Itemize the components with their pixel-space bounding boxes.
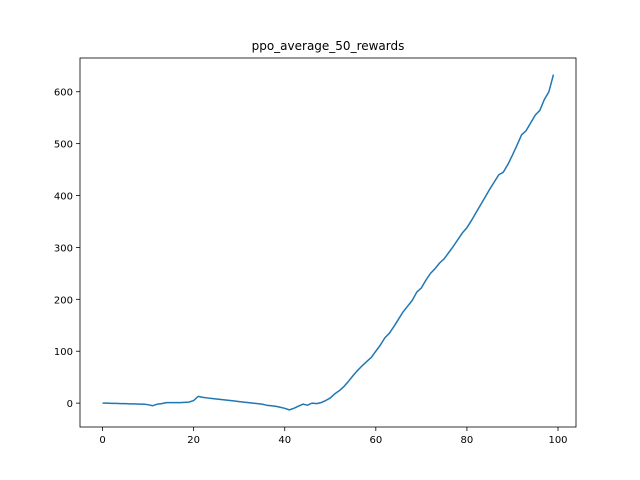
x-tick-label: 100 (548, 435, 567, 446)
y-tick-label: 500 (54, 140, 73, 151)
x-tick-label: 80 (461, 435, 474, 446)
y-tick-label: 200 (54, 295, 73, 306)
x-tick-label: 0 (99, 435, 105, 446)
chart-title: ppo_average_50_rewards (252, 39, 405, 53)
y-tick-label: 400 (54, 192, 73, 203)
x-tick-label: 40 (278, 435, 291, 446)
x-tick-label: 20 (187, 435, 200, 446)
y-tick-label: 600 (54, 88, 73, 99)
line (102, 74, 555, 411)
y-tick-label: 0 (67, 399, 73, 410)
y-tick-label: 100 (54, 347, 73, 358)
x-tick-label: 60 (369, 435, 382, 446)
y-tick-label: 300 (54, 243, 73, 254)
plot-frame (79, 57, 577, 428)
